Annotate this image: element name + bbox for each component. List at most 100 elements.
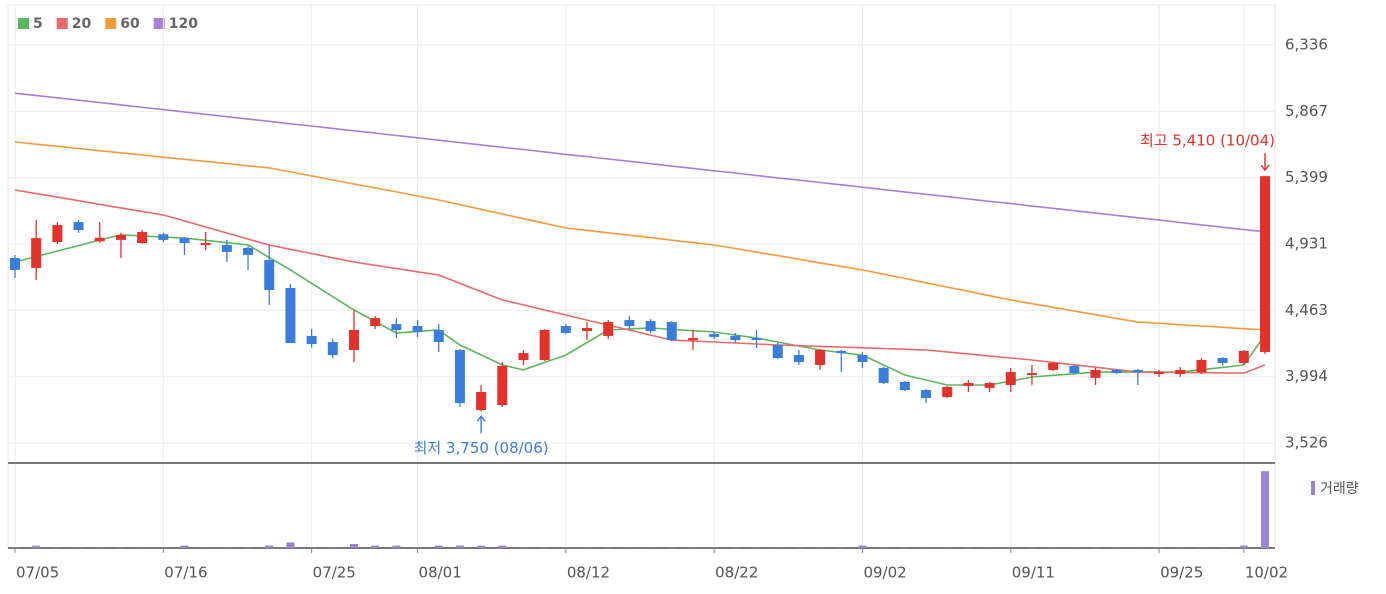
legend-swatch — [105, 18, 117, 29]
low-annotation: 최저 3,750 (08/06) — [414, 439, 549, 457]
volume-bar — [286, 542, 295, 548]
legend: 5 20 60 120 — [18, 16, 198, 32]
candle-body — [285, 287, 296, 344]
volume-bar — [265, 545, 274, 548]
candle-body — [221, 245, 232, 252]
candle-body — [306, 335, 317, 345]
volume-legend-swatch — [1311, 481, 1315, 495]
legend-swatch — [56, 18, 68, 29]
candle-body — [560, 326, 571, 333]
candle-body — [454, 349, 465, 404]
candle-body — [200, 243, 211, 246]
candle-body — [857, 355, 868, 363]
y-tick-label: 4,463 — [1285, 301, 1328, 319]
candle-body — [1175, 369, 1186, 375]
high-annotation: 최고 5,410 (10/04) — [1140, 132, 1275, 150]
candle-body — [327, 342, 338, 356]
volume-bar — [371, 545, 380, 548]
candle-body — [115, 234, 126, 240]
volume-bar — [1239, 545, 1248, 548]
candle-body — [1132, 369, 1143, 373]
candle-body — [412, 326, 423, 332]
volume-bar — [477, 545, 486, 548]
candle-body — [52, 225, 63, 243]
low-arrow — [476, 415, 486, 434]
candle-body — [1026, 373, 1037, 376]
x-tick-label: 07/16 — [164, 564, 207, 582]
candle-body — [1005, 372, 1016, 385]
candle-body — [1260, 176, 1270, 352]
volume-bar — [498, 545, 507, 548]
candle-body — [1069, 365, 1080, 374]
candle-body — [624, 320, 635, 327]
candle-body — [815, 349, 826, 365]
volume-bar — [434, 545, 443, 548]
volume-bar — [392, 545, 401, 548]
moving-average-line — [14, 141, 1266, 331]
candle-body — [1090, 369, 1101, 378]
x-tick-label: 08/12 — [567, 564, 610, 582]
volume-bar — [180, 545, 189, 548]
candle-body — [899, 381, 910, 391]
candle-body — [518, 353, 529, 361]
candle-body — [476, 392, 487, 411]
x-tick-label: 08/01 — [419, 564, 462, 582]
candle-body — [984, 382, 995, 388]
candle-body — [1154, 372, 1165, 375]
y-tick-label: 4,931 — [1285, 235, 1328, 253]
y-tick-label: 3,994 — [1285, 367, 1328, 385]
volume-bar — [858, 545, 867, 548]
candle-body — [243, 247, 254, 255]
candle-body — [793, 355, 804, 363]
volume-bar — [455, 545, 464, 548]
candle-body — [582, 328, 593, 331]
x-tick-label: 07/05 — [16, 564, 59, 582]
y-tick-label: 5,867 — [1285, 102, 1328, 120]
candle-body — [391, 324, 402, 330]
volume-bar — [32, 545, 41, 548]
candle-body — [137, 231, 148, 244]
candle-body — [836, 350, 847, 354]
x-tick-label: 10/02 — [1245, 564, 1288, 582]
candle-body — [645, 321, 656, 331]
candle-body — [370, 318, 381, 327]
candle-body — [10, 258, 20, 270]
candle-body — [1196, 360, 1207, 373]
legend-label: 120 — [169, 16, 198, 32]
candle-body — [603, 322, 614, 336]
candle-body — [1217, 358, 1228, 363]
legend-label: 20 — [72, 16, 92, 32]
candle-body — [158, 234, 169, 240]
candle-body — [751, 338, 762, 341]
x-tick-label: 09/25 — [1160, 564, 1203, 582]
legend-swatch — [153, 18, 165, 29]
candle-body — [666, 322, 677, 341]
high-arrow — [1260, 153, 1270, 172]
legend-label: 60 — [120, 16, 140, 32]
volume-bar — [349, 544, 358, 548]
moving-average-line — [14, 189, 1266, 374]
legend-label: 5 — [33, 16, 43, 32]
x-tick-label: 07/25 — [313, 564, 356, 582]
candle-body — [539, 329, 550, 361]
candle-body — [497, 365, 508, 406]
legend-swatch — [18, 18, 29, 29]
y-tick-label: 6,336 — [1285, 36, 1328, 54]
candle-body — [942, 386, 953, 397]
candle-body — [433, 329, 444, 343]
moving-average-line — [14, 92, 1266, 233]
volume-legend-label: 거래량 — [1320, 481, 1359, 497]
candle-body — [73, 222, 84, 230]
y-tick-label: 5,399 — [1285, 168, 1328, 186]
moving-average-line — [14, 234, 1266, 386]
candle-body — [709, 333, 720, 337]
candle-body — [31, 238, 42, 268]
candle-body — [94, 237, 105, 242]
candle-body — [1048, 362, 1059, 370]
x-tick-label: 09/11 — [1012, 564, 1055, 582]
x-tick-label: 08/22 — [715, 564, 758, 582]
candle-body — [687, 338, 698, 341]
candle-body — [264, 260, 275, 291]
